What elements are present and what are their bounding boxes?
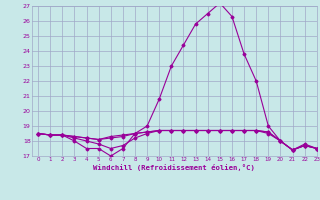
- X-axis label: Windchill (Refroidissement éolien,°C): Windchill (Refroidissement éolien,°C): [93, 164, 255, 171]
